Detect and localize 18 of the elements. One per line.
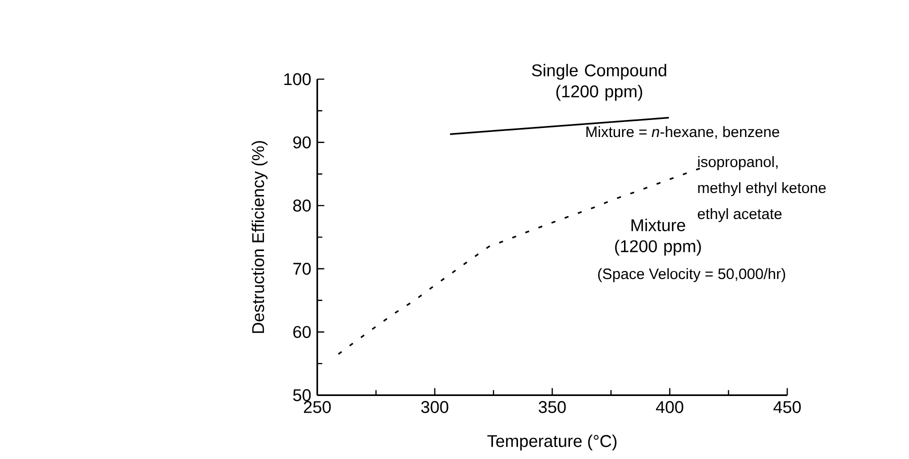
annotation: Mixture = n-hexane, benzene (586, 126, 780, 139)
y-tick-label: 90 (293, 136, 311, 148)
y-tick-label: 100 (284, 73, 311, 86)
x-tick-label: 250 (304, 401, 331, 414)
annotation: (Space Velocity = 50,000/hr) (598, 268, 786, 282)
annotation: isopropanol, (698, 156, 778, 170)
y-axis-title: Destruction Efficiency (%) (252, 141, 268, 333)
x-tick-label: 350 (538, 401, 566, 414)
annotation: methyl ethyl ketone (698, 182, 826, 196)
y-tick-label: 60 (293, 326, 311, 338)
x-tick-label: 400 (656, 401, 684, 414)
series-label: Single Compound (1200 ppm) (532, 64, 666, 101)
x-tick-label: 300 (421, 401, 448, 414)
x-tick-label: 450 (773, 401, 801, 414)
y-tick-label: 70 (293, 262, 311, 275)
y-tick-label: 80 (293, 200, 311, 212)
x-axis-title: Temperature (°C) (487, 434, 616, 450)
y-tick-label: 50 (293, 389, 311, 402)
